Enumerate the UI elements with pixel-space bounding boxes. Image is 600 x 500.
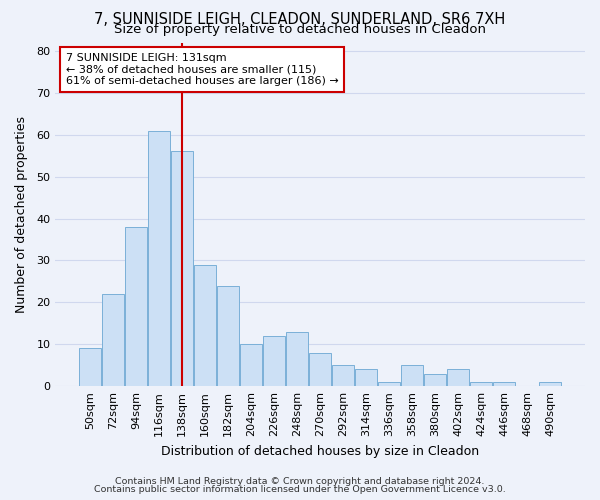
Text: 7 SUNNISIDE LEIGH: 131sqm
← 38% of detached houses are smaller (115)
61% of semi: 7 SUNNISIDE LEIGH: 131sqm ← 38% of detac… (66, 53, 338, 86)
Bar (148, 130, 170, 386)
Bar (355, 370, 377, 386)
Bar (103, 294, 124, 386)
Bar (447, 370, 469, 386)
Bar (539, 382, 561, 386)
Bar (378, 382, 400, 386)
Bar (240, 344, 262, 386)
Bar (424, 374, 446, 386)
Bar (172, 152, 193, 386)
Text: Size of property relative to detached houses in Cleadon: Size of property relative to detached ho… (114, 24, 486, 36)
Text: Contains public sector information licensed under the Open Government Licence v3: Contains public sector information licen… (94, 485, 506, 494)
Bar (493, 382, 515, 386)
Text: 7, SUNNISIDE LEIGH, CLEADON, SUNDERLAND, SR6 7XH: 7, SUNNISIDE LEIGH, CLEADON, SUNDERLAND,… (94, 12, 506, 28)
Text: Contains HM Land Registry data © Crown copyright and database right 2024.: Contains HM Land Registry data © Crown c… (115, 477, 485, 486)
Bar (194, 264, 216, 386)
Bar (217, 286, 239, 386)
Bar (332, 365, 354, 386)
Bar (286, 332, 308, 386)
Bar (309, 352, 331, 386)
Bar (401, 365, 423, 386)
Bar (263, 336, 285, 386)
Bar (79, 348, 101, 386)
Y-axis label: Number of detached properties: Number of detached properties (15, 116, 28, 313)
Bar (125, 227, 147, 386)
X-axis label: Distribution of detached houses by size in Cleadon: Distribution of detached houses by size … (161, 444, 479, 458)
Bar (470, 382, 492, 386)
